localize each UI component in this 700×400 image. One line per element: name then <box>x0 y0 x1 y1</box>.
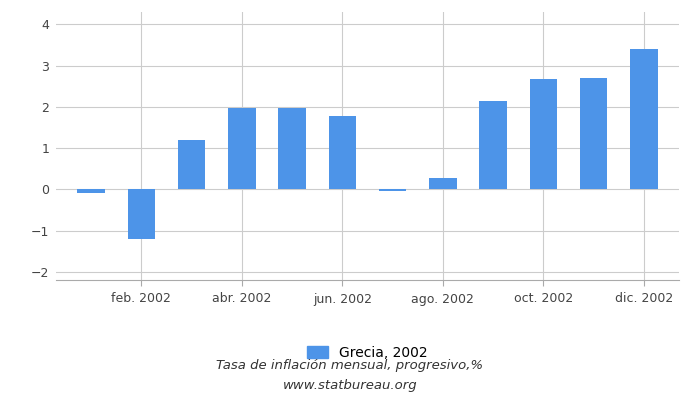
Text: Tasa de inflación mensual, progresivo,%: Tasa de inflación mensual, progresivo,% <box>216 359 484 372</box>
Bar <box>429 178 456 189</box>
Bar <box>78 189 105 194</box>
Bar <box>379 189 407 190</box>
Bar <box>580 78 608 189</box>
Text: www.statbureau.org: www.statbureau.org <box>283 379 417 392</box>
Legend: Grecia, 2002: Grecia, 2002 <box>307 346 428 360</box>
Bar <box>178 140 206 189</box>
Bar <box>328 116 356 189</box>
Bar <box>630 49 657 189</box>
Bar <box>127 189 155 239</box>
Bar <box>529 79 557 189</box>
Bar <box>228 108 256 189</box>
Bar <box>480 101 507 189</box>
Bar <box>279 108 306 189</box>
